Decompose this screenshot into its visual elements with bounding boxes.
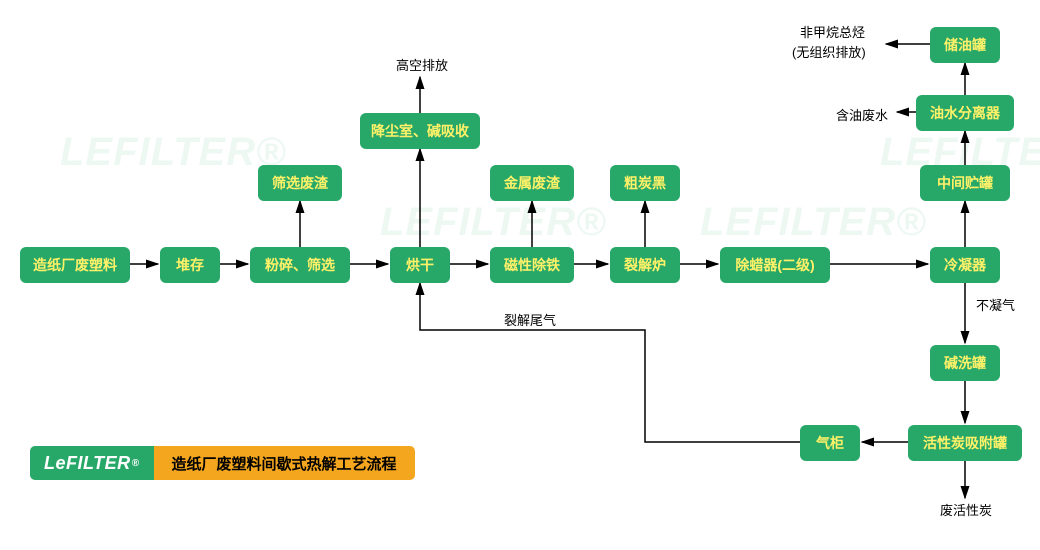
node-dust-alkali: 降尘室、碱吸收 xyxy=(360,113,480,149)
label-nmhc-note: (无组织排放) xyxy=(792,42,866,61)
label-nmhc: 非甲烷总烃 xyxy=(800,22,865,41)
watermark: LEFILTER® xyxy=(380,200,607,245)
label-tail-gas: 裂解尾气 xyxy=(504,310,556,329)
node-magnetic: 磁性除铁 xyxy=(490,247,574,283)
node-storage: 堆存 xyxy=(160,247,220,283)
brand-logo: LeFILTER® xyxy=(30,446,154,480)
node-crush-screen: 粉碎、筛选 xyxy=(250,247,350,283)
node-metal-residue: 金属废渣 xyxy=(490,165,574,201)
label-spent-carbon: 废活性炭 xyxy=(940,500,992,519)
node-activated-carbon: 活性炭吸附罐 xyxy=(908,425,1022,461)
node-pyrolysis: 裂解炉 xyxy=(610,247,680,283)
node-oil-tank: 储油罐 xyxy=(930,27,1000,63)
node-screen-residue: 筛选废渣 xyxy=(258,165,342,201)
node-alkali-wash: 碱洗罐 xyxy=(930,345,1000,381)
node-oil-water-sep: 油水分离器 xyxy=(916,95,1014,131)
node-raw-plastic: 造纸厂废塑料 xyxy=(20,247,130,283)
node-gas-holder: 气柜 xyxy=(800,425,860,461)
node-condenser: 冷凝器 xyxy=(930,247,1000,283)
node-carbon-black: 粗炭黑 xyxy=(610,165,680,201)
diagram-title: 造纸厂废塑料间歇式热解工艺流程 xyxy=(154,446,415,480)
label-emission: 高空排放 xyxy=(396,55,448,74)
node-buffer-tank: 中间贮罐 xyxy=(920,165,1010,201)
watermark: LEFILTER® xyxy=(700,200,927,245)
node-drying: 烘干 xyxy=(390,247,450,283)
brand-reg-mark: ® xyxy=(132,458,140,469)
brand-logo-text: LeFILTER xyxy=(44,453,131,474)
watermark: LEFILTER® xyxy=(60,130,287,175)
brand-bar: LeFILTER® 造纸厂废塑料间歇式热解工艺流程 xyxy=(30,446,415,480)
node-dewax: 除蜡器(二级) xyxy=(720,247,830,283)
label-oily-water: 含油废水 xyxy=(836,105,888,124)
label-noncondensable: 不凝气 xyxy=(976,295,1015,314)
